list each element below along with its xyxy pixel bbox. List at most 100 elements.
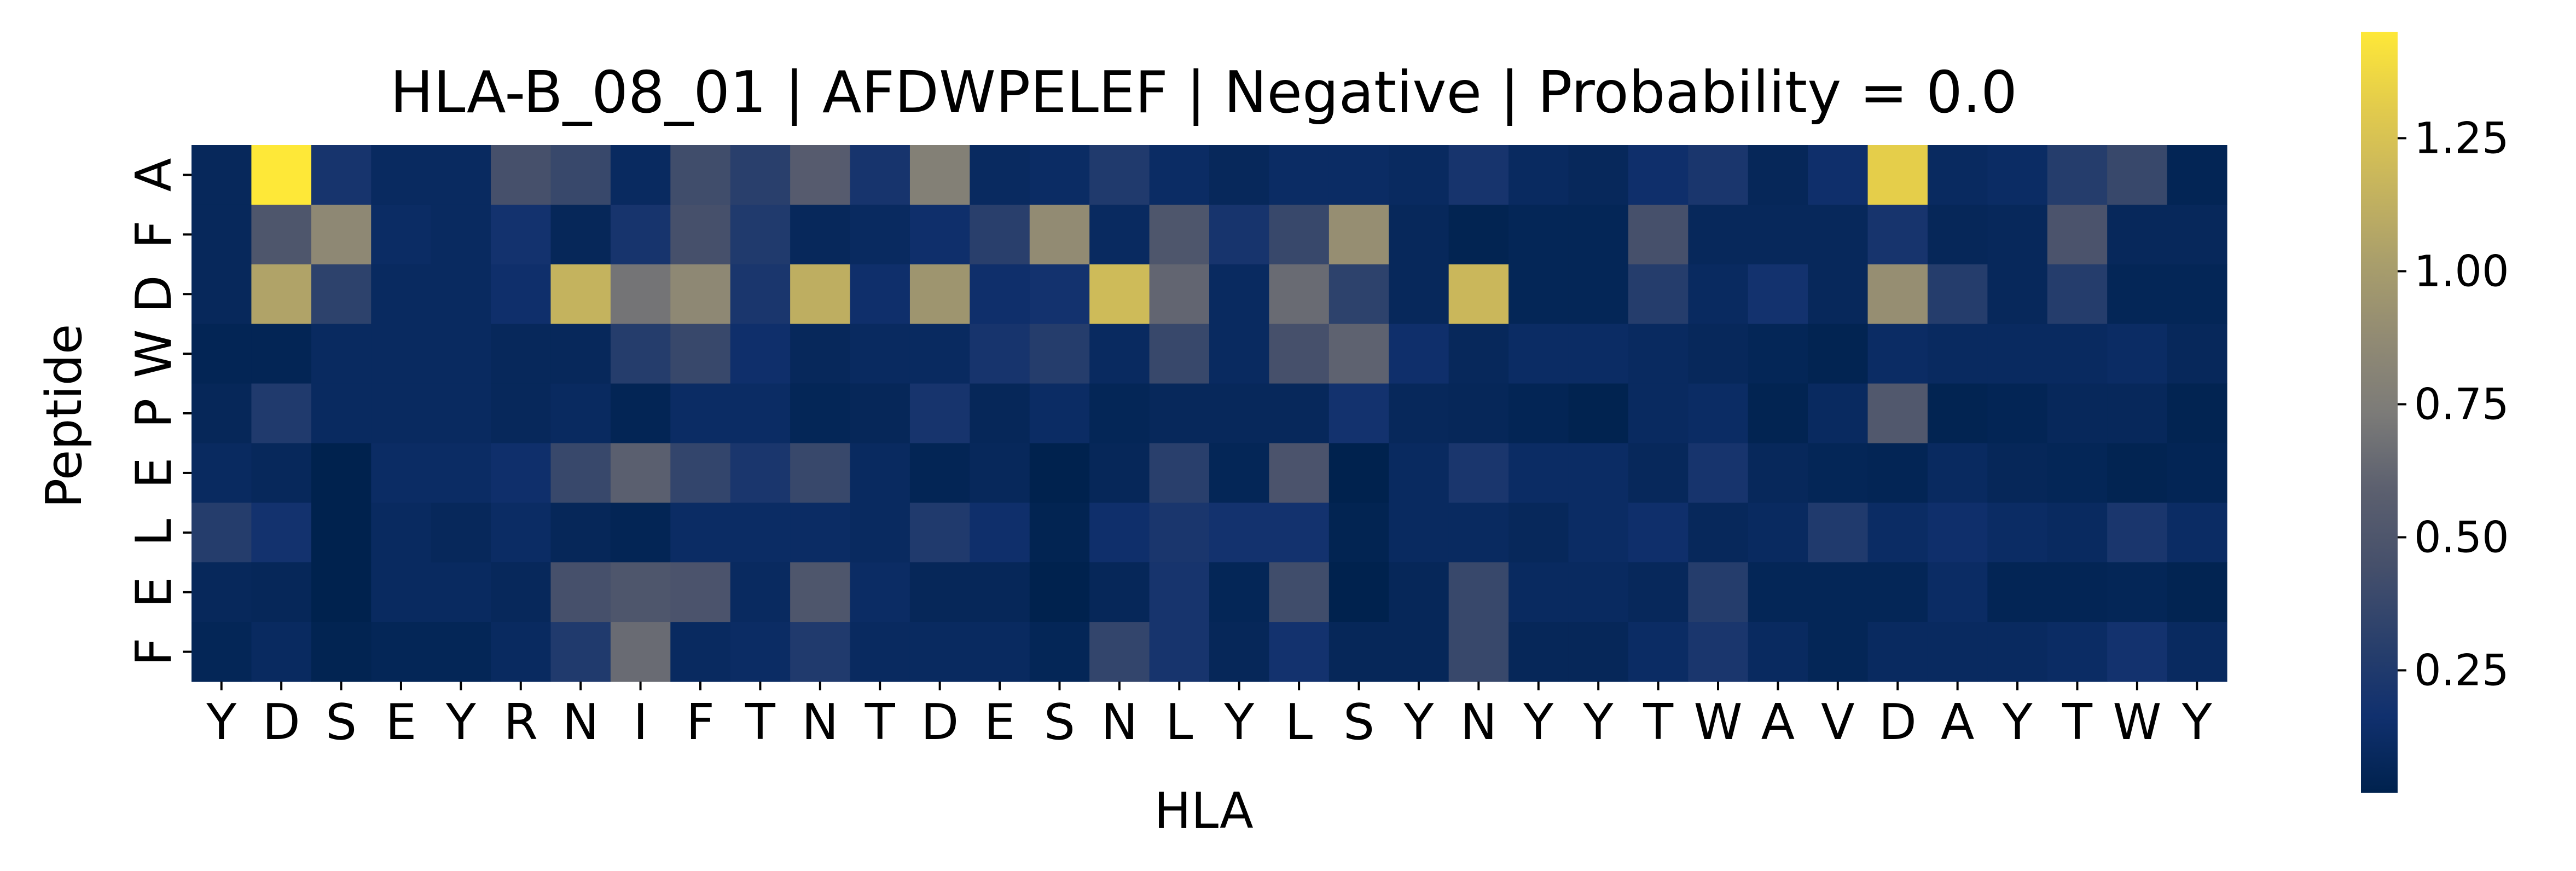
heatmap-cell — [1328, 503, 1389, 563]
heatmap-cell — [192, 204, 252, 265]
heatmap-cell — [431, 622, 491, 682]
heatmap-cell — [909, 503, 970, 563]
x-tick-label: Y — [2002, 694, 2033, 751]
x-tick-label: T — [2062, 694, 2093, 751]
heatmap-cell — [1987, 264, 2048, 325]
heatmap-cell — [1808, 622, 1869, 682]
heatmap-cell — [909, 383, 970, 444]
heatmap-cell — [1328, 383, 1389, 444]
heatmap-cell — [1867, 622, 1928, 682]
heatmap-cell — [970, 503, 1030, 563]
heatmap-cell — [730, 562, 791, 622]
heatmap-cell — [1209, 622, 1270, 682]
heatmap-cell — [1149, 204, 1210, 265]
colorbar-tick-label: 0.25 — [2414, 646, 2509, 695]
x-tick-label: Y — [1403, 694, 1434, 751]
heatmap-cell — [790, 204, 851, 265]
heatmap-cell — [1628, 324, 1689, 384]
heatmap-cell — [970, 622, 1030, 682]
heatmap-cell — [2167, 324, 2227, 384]
heatmap-cell — [550, 562, 611, 622]
heatmap-cell — [1029, 204, 1090, 265]
heatmap-cell — [850, 562, 910, 622]
heatmap-cell — [371, 443, 432, 503]
heatmap-cell — [1209, 562, 1270, 622]
heatmap-cell — [850, 622, 910, 682]
heatmap-cell — [550, 324, 611, 384]
heatmap-cell — [1029, 562, 1090, 622]
heatmap-cell — [1808, 562, 1869, 622]
heatmap-cell — [730, 443, 791, 503]
heatmap-cell — [311, 204, 372, 265]
heatmap-cell — [2167, 503, 2227, 563]
heatmap-cell — [2167, 204, 2227, 265]
heatmap-cell — [1568, 204, 1629, 265]
heatmap-cell — [1987, 622, 2048, 682]
heatmap-cell — [1269, 145, 1330, 205]
heatmap-cell — [1448, 324, 1509, 384]
heatmap-cell — [1808, 503, 1869, 563]
heatmap-cell — [1509, 145, 1569, 205]
heatmap-cell — [1688, 622, 1749, 682]
heatmap-cell — [850, 324, 910, 384]
heatmap-cell — [909, 562, 970, 622]
chart-title: HLA-B_08_01 | AFDWPELEF | Negative | Pro… — [390, 59, 2017, 126]
heatmap-cell — [610, 562, 671, 622]
heatmap-cell — [1209, 443, 1270, 503]
heatmap-cell — [371, 503, 432, 563]
y-tick-label: D — [125, 275, 183, 313]
heatmap-cell — [1628, 264, 1689, 325]
heatmap-cell — [192, 443, 252, 503]
heatmap-cell — [1688, 324, 1749, 384]
heatmap-cell — [431, 264, 491, 325]
heatmap-cell — [670, 562, 731, 622]
heatmap-cell — [1808, 383, 1869, 444]
heatmap-cell — [251, 324, 312, 384]
heatmap-cell — [311, 324, 372, 384]
heatmap-cell — [1927, 503, 1988, 563]
heatmap-cell — [491, 383, 552, 444]
heatmap-cell — [1927, 383, 1988, 444]
heatmap-cell — [1389, 145, 1449, 205]
heatmap-cell — [431, 383, 491, 444]
heatmap-cell — [1628, 145, 1689, 205]
heatmap-cell — [1089, 264, 1150, 325]
heatmap-cell — [730, 622, 791, 682]
heatmap-cell — [1688, 383, 1749, 444]
x-tick-label: N — [562, 694, 599, 751]
heatmap-cell — [909, 622, 970, 682]
heatmap-cell — [431, 145, 491, 205]
x-tick-label: T — [865, 694, 896, 751]
heatmap-cell — [1568, 443, 1629, 503]
heatmap-cell — [192, 503, 252, 563]
heatmap-cell — [1269, 324, 1330, 384]
heatmap-cell — [1029, 503, 1090, 563]
heatmap-cell — [790, 383, 851, 444]
heatmap-cell — [610, 383, 671, 444]
colorbar: 0.25 0.50 0.75 1.00 1.25 — [2361, 32, 2509, 793]
x-tick-label: N — [1101, 694, 1138, 751]
heatmap-cell — [1209, 145, 1270, 205]
heatmap-cell — [909, 204, 970, 265]
heatmap-cell — [1328, 622, 1389, 682]
heatmap-cell — [1389, 503, 1449, 563]
x-tick-label: I — [633, 694, 648, 751]
heatmap-cell — [1927, 204, 1988, 265]
heatmap-cell — [730, 204, 791, 265]
heatmap-cell — [1688, 204, 1749, 265]
heatmap-cell — [610, 324, 671, 384]
heatmap-cell — [311, 622, 372, 682]
heatmap-cell — [1089, 443, 1150, 503]
heatmap-cell — [1808, 204, 1869, 265]
heatmap-cell — [2107, 562, 2168, 622]
heatmap-cell — [1987, 503, 2048, 563]
heatmap-cell — [610, 264, 671, 325]
heatmap-cell — [850, 145, 910, 205]
heatmap-cell — [2047, 562, 2108, 622]
heatmap-cell — [1269, 503, 1330, 563]
heatmap-cell — [251, 503, 312, 563]
heatmap-cell — [1448, 204, 1509, 265]
heatmap-cell — [491, 503, 552, 563]
heatmap-cell — [371, 204, 432, 265]
